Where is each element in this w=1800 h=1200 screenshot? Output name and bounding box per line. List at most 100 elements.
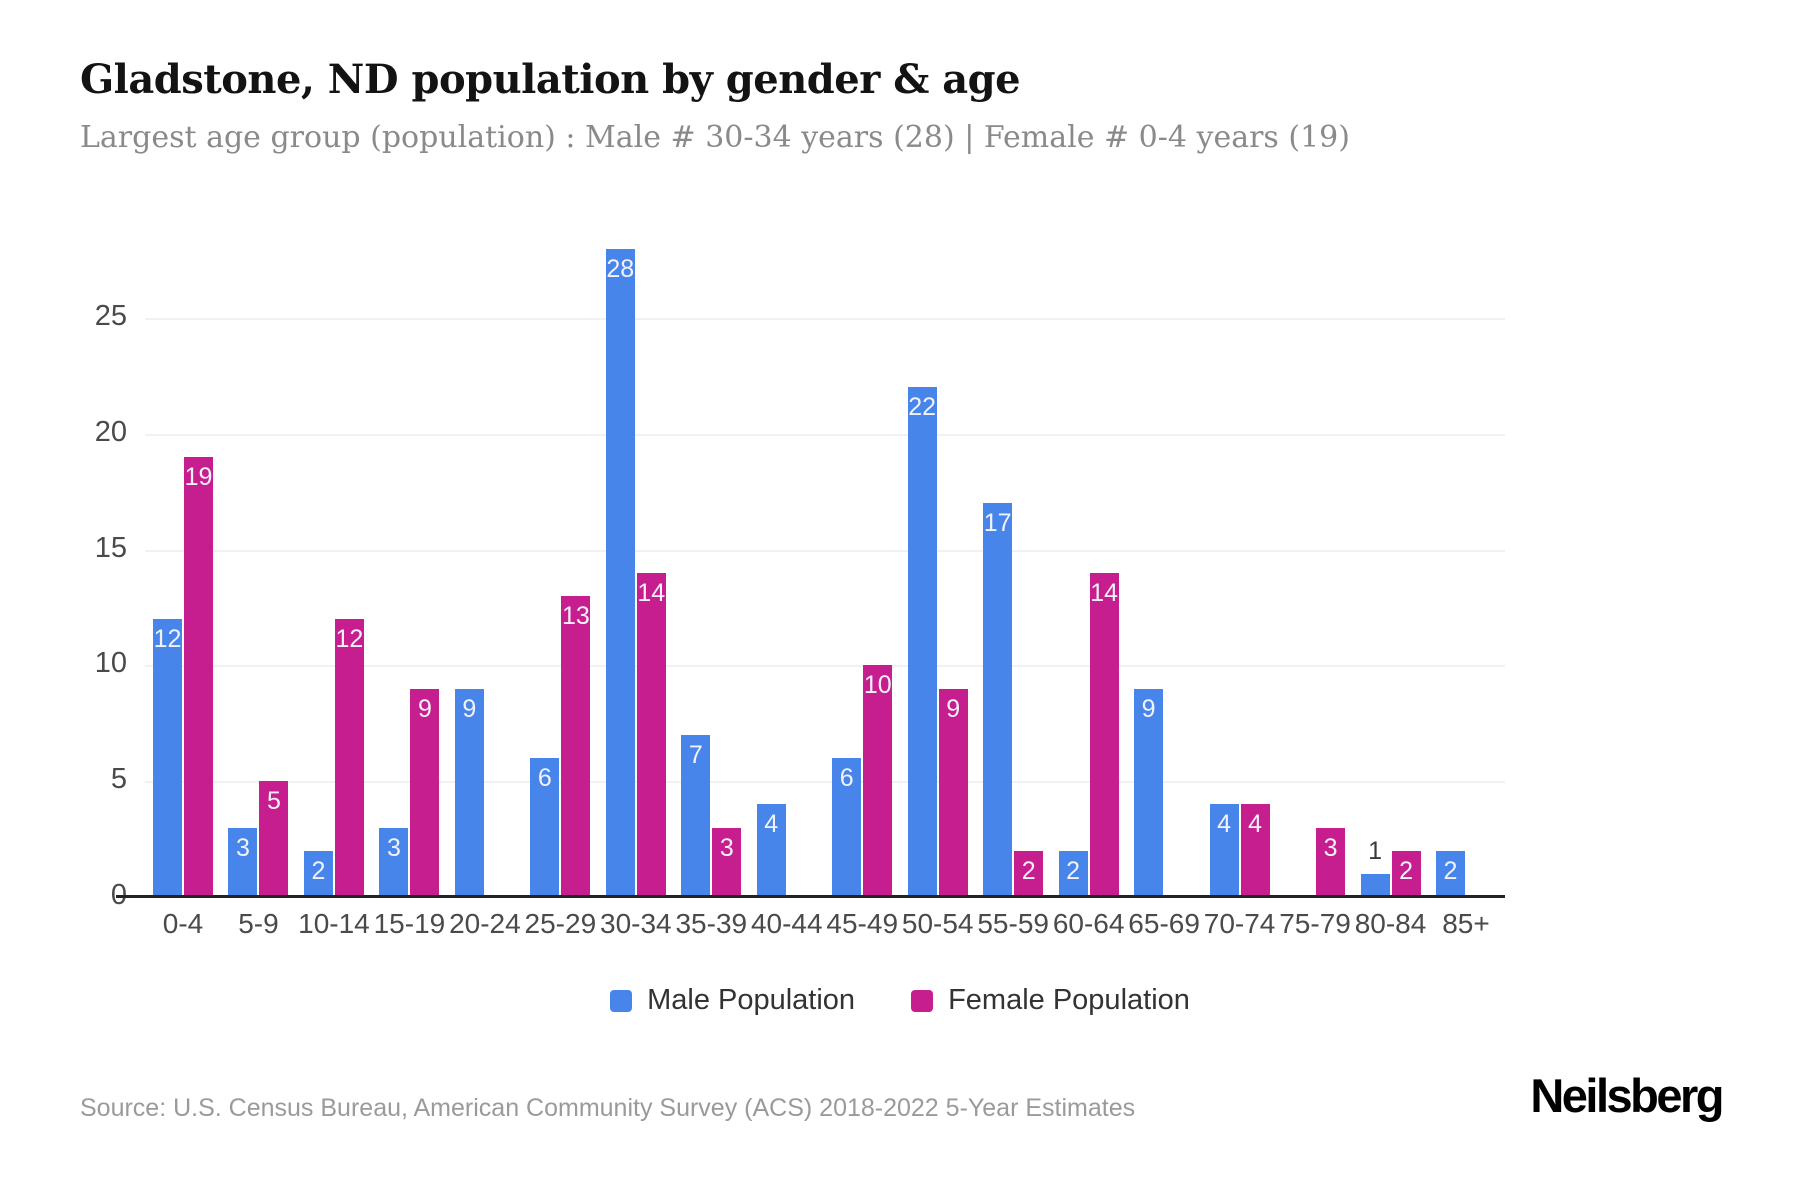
gridline <box>145 781 1505 784</box>
bar-value-female-70-74: 4 <box>1248 810 1263 839</box>
bar-female-50-54 <box>938 688 968 897</box>
bar-male-45-49 <box>832 758 862 897</box>
bar-value-female-75-79: 3 <box>1323 833 1338 862</box>
gridline <box>145 665 1505 668</box>
bar-value-female-55-59: 2 <box>1021 856 1036 885</box>
bar-female-80-84 <box>1391 850 1421 897</box>
bar-value-female-60-64: 14 <box>1090 578 1119 607</box>
x-axis-label-25-29: 25-29 <box>524 908 597 939</box>
bar-value-male-35-39: 7 <box>688 740 703 769</box>
bar-value-male-65-69: 9 <box>1141 694 1156 723</box>
x-axis-label-35-39: 35-39 <box>675 908 748 939</box>
x-axis-label-70-74: 70-74 <box>1203 908 1276 939</box>
bar-value-male-85+: 2 <box>1443 856 1458 885</box>
bar-value-male-60-64: 2 <box>1066 856 1081 885</box>
bar-female-60-64 <box>1089 572 1119 897</box>
x-axis-label-20-24: 20-24 <box>449 908 521 939</box>
bar-female-5-9 <box>259 781 289 897</box>
chart-title: Gladstone, ND population by gender & age <box>80 56 1021 103</box>
bar-male-55-59 <box>983 503 1013 897</box>
y-tick-label: 10 <box>94 647 127 680</box>
bar-male-0-4 <box>153 619 182 897</box>
legend-label: Female Population <box>948 984 1190 1016</box>
source-text: Source: U.S. Census Bureau, American Com… <box>80 1094 1136 1122</box>
bar-male-60-64 <box>1058 850 1088 897</box>
x-axis-label-30-34: 30-34 <box>600 908 672 939</box>
legend-item-male-population[interactable]: Male Population <box>610 984 855 1017</box>
bar-male-5-9 <box>228 827 258 897</box>
bar-value-male-70-74: 4 <box>1217 810 1232 839</box>
chart-subtitle: Largest age group (population) : Male # … <box>80 120 1350 155</box>
bar-male-30-34 <box>605 248 635 897</box>
x-axis-label-5-9: 5-9 <box>238 908 279 939</box>
bar-value-female-35-39: 3 <box>719 833 734 862</box>
bar-value-male-55-59: 17 <box>983 509 1012 538</box>
gridline <box>145 433 1505 436</box>
bar-value-male-80-84: 1 <box>1368 836 1382 865</box>
bar-value-male-50-54: 22 <box>908 393 937 422</box>
x-axis-label-55-59: 55-59 <box>977 908 1049 939</box>
bar-value-female-80-84: 2 <box>1399 856 1413 885</box>
x-axis-label-60-64: 60-64 <box>1052 908 1125 939</box>
x-axis-line <box>116 895 1505 898</box>
x-axis-label-10-14: 10-14 <box>298 908 370 939</box>
x-axis-label-85+: 85+ <box>1442 908 1490 939</box>
bar-male-85+ <box>1435 850 1465 897</box>
bar-female-35-39 <box>712 827 742 897</box>
bar-male-15-19 <box>379 827 409 897</box>
legend-swatch-icon <box>911 989 934 1012</box>
legend: Male Population Female Population <box>0 984 1800 1017</box>
bar-value-female-0-4: 19 <box>184 462 213 491</box>
bar-value-female-30-34: 14 <box>637 578 666 607</box>
bar-value-female-15-19: 9 <box>417 694 432 723</box>
bar-female-10-14 <box>334 619 364 897</box>
bar-male-40-44 <box>756 804 786 897</box>
x-axis-label-0-4: 0-4 <box>162 908 204 939</box>
bar-male-35-39 <box>681 734 711 897</box>
bar-male-20-24 <box>454 688 484 897</box>
bar-value-male-45-49: 6 <box>839 764 854 793</box>
bar-value-male-10-14: 2 <box>311 856 326 885</box>
bar-male-25-29 <box>530 758 560 897</box>
y-tick-label: 15 <box>94 531 127 564</box>
bar-male-70-74 <box>1209 804 1239 897</box>
x-axis-label-40-44: 40-44 <box>750 908 823 939</box>
x-axis-label-75-79: 75-79 <box>1279 908 1351 939</box>
y-tick-label: 25 <box>94 300 127 332</box>
legend-item-female-population[interactable]: Female Population <box>911 984 1190 1017</box>
bar-female-25-29 <box>561 595 591 897</box>
bar-value-female-5-9: 5 <box>267 787 281 816</box>
bar-value-female-50-54: 9 <box>946 694 961 723</box>
x-axis-label-80-84: 80-84 <box>1354 908 1427 939</box>
x-axis-label-50-54: 50-54 <box>901 908 974 939</box>
legend-swatch-icon <box>610 989 633 1012</box>
bar-value-male-30-34: 28 <box>606 254 635 283</box>
bar-value-male-5-9: 3 <box>236 833 250 862</box>
y-tick-label: 5 <box>110 763 127 796</box>
bar-value-female-45-49: 10 <box>863 671 892 700</box>
bar-female-55-59 <box>1014 850 1044 897</box>
legend-label: Male Population <box>647 984 856 1016</box>
x-axis-label-45-49: 45-49 <box>826 908 899 939</box>
bar-male-80-84 <box>1360 873 1390 897</box>
bar-value-male-40-44: 4 <box>764 810 779 839</box>
y-tick-label: 20 <box>94 415 127 448</box>
bar-value-female-10-14: 12 <box>335 625 364 654</box>
bar-female-75-79 <box>1316 827 1346 897</box>
x-axis-label-15-19: 15-19 <box>373 908 446 939</box>
bar-value-male-0-4: 12 <box>153 625 182 654</box>
gridline <box>145 318 1505 320</box>
bar-female-30-34 <box>636 572 666 897</box>
bar-value-male-20-24: 9 <box>462 694 477 723</box>
bar-female-0-4 <box>184 456 213 897</box>
bar-male-10-14 <box>303 850 333 897</box>
bar-male-65-69 <box>1134 688 1164 897</box>
x-axis-label-65-69: 65-69 <box>1128 908 1200 939</box>
bar-value-male-15-19: 3 <box>386 833 401 862</box>
bar-female-15-19 <box>410 688 440 897</box>
bar-male-50-54 <box>907 387 937 897</box>
bar-female-45-49 <box>863 665 893 897</box>
brand-logo: Neilsberg <box>1530 1069 1724 1122</box>
bar-female-70-74 <box>1240 804 1270 897</box>
